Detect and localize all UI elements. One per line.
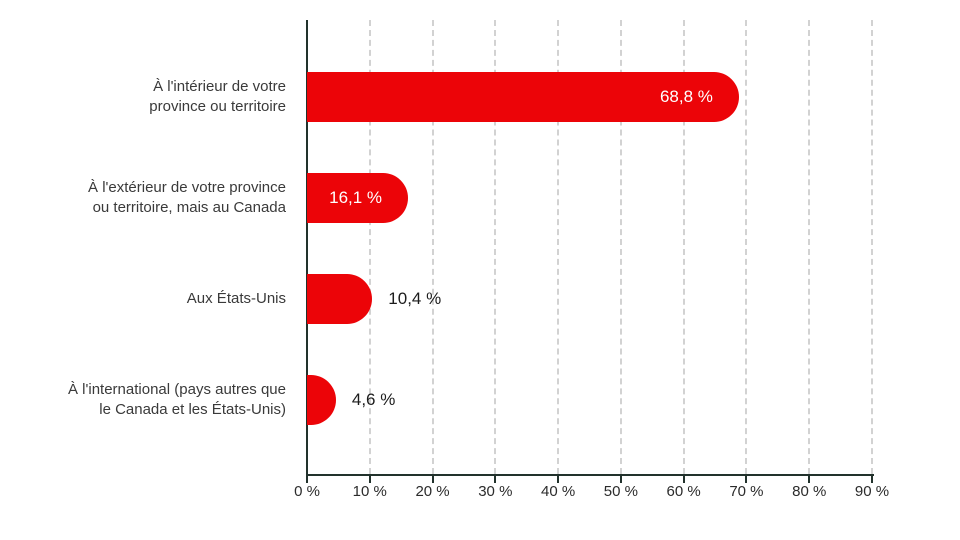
x-tick-label-10: 10 % — [352, 483, 387, 500]
gridline-30 — [494, 20, 497, 474]
bar-row-2 — [307, 274, 373, 324]
gridline-20 — [431, 20, 434, 474]
y-axis-line — [306, 20, 308, 475]
x-tick-label-30: 30 % — [478, 483, 513, 500]
x-tick-mark-90 — [871, 476, 873, 483]
x-tick-label-90: 90 % — [854, 483, 890, 500]
x-tick-mark-60 — [682, 476, 685, 483]
category-label-2-line-0: Aux États-Unis — [186, 290, 286, 307]
category-label-0-line-1: province ou territoire — [149, 98, 286, 115]
x-tick-mark-70 — [745, 476, 748, 483]
x-tick-label-20: 20 % — [415, 483, 450, 500]
category-label-2: Aux États-Unis — [0, 289, 286, 309]
gridline-50 — [619, 20, 622, 474]
value-label-inside-1: 16,1 % — [329, 188, 383, 207]
value-label-inside-0: 68,8 % — [659, 87, 713, 106]
gridline-70 — [745, 20, 748, 474]
x-tick-label-0: 0 % — [294, 483, 320, 500]
gridline-90 — [871, 20, 873, 474]
x-tick-mark-20 — [431, 476, 434, 483]
x-tick-label-40: 40 % — [541, 483, 576, 500]
x-tick-label-50: 50 % — [603, 483, 638, 500]
x-tick-mark-0 — [306, 476, 308, 483]
value-label-outside-3: 4,6 % — [351, 390, 396, 409]
gridline-10 — [368, 20, 371, 474]
category-label-1-line-0: À l'extérieur de votre province — [88, 179, 286, 196]
category-label-3-line-0: À l'international (pays autres que — [68, 381, 286, 398]
x-tick-mark-50 — [619, 476, 622, 483]
x-tick-mark-80 — [808, 476, 811, 483]
gridline-80 — [808, 20, 811, 474]
gridline-60 — [682, 20, 685, 474]
bar-row-3 — [307, 375, 336, 425]
bar-row-0 — [307, 72, 739, 122]
gridline-40 — [557, 20, 560, 474]
category-label-3-line-1: le Canada et les États-Unis) — [99, 401, 286, 418]
x-tick-mark-10 — [368, 476, 371, 483]
category-label-3: À l'international (pays autres que le Can… — [0, 380, 286, 420]
value-label-outside-2: 10,4 % — [388, 289, 442, 308]
x-tick-mark-40 — [557, 476, 560, 483]
category-label-0: À l'intérieur de votre province ou territ… — [0, 77, 286, 117]
x-tick-label-70: 70 % — [729, 483, 764, 500]
category-label-1: À l'extérieur de votre province ou territ… — [0, 178, 286, 218]
x-tick-label-60: 60 % — [666, 483, 701, 500]
x-axis-line — [306, 474, 874, 476]
x-tick-mark-30 — [494, 476, 497, 483]
category-label-0-line-0: À l'intérieur de votre — [153, 78, 286, 95]
category-label-1-line-1: ou territoire, mais au Canada — [92, 199, 286, 216]
x-tick-label-80: 80 % — [792, 483, 827, 500]
bar-row-1 — [307, 173, 409, 223]
